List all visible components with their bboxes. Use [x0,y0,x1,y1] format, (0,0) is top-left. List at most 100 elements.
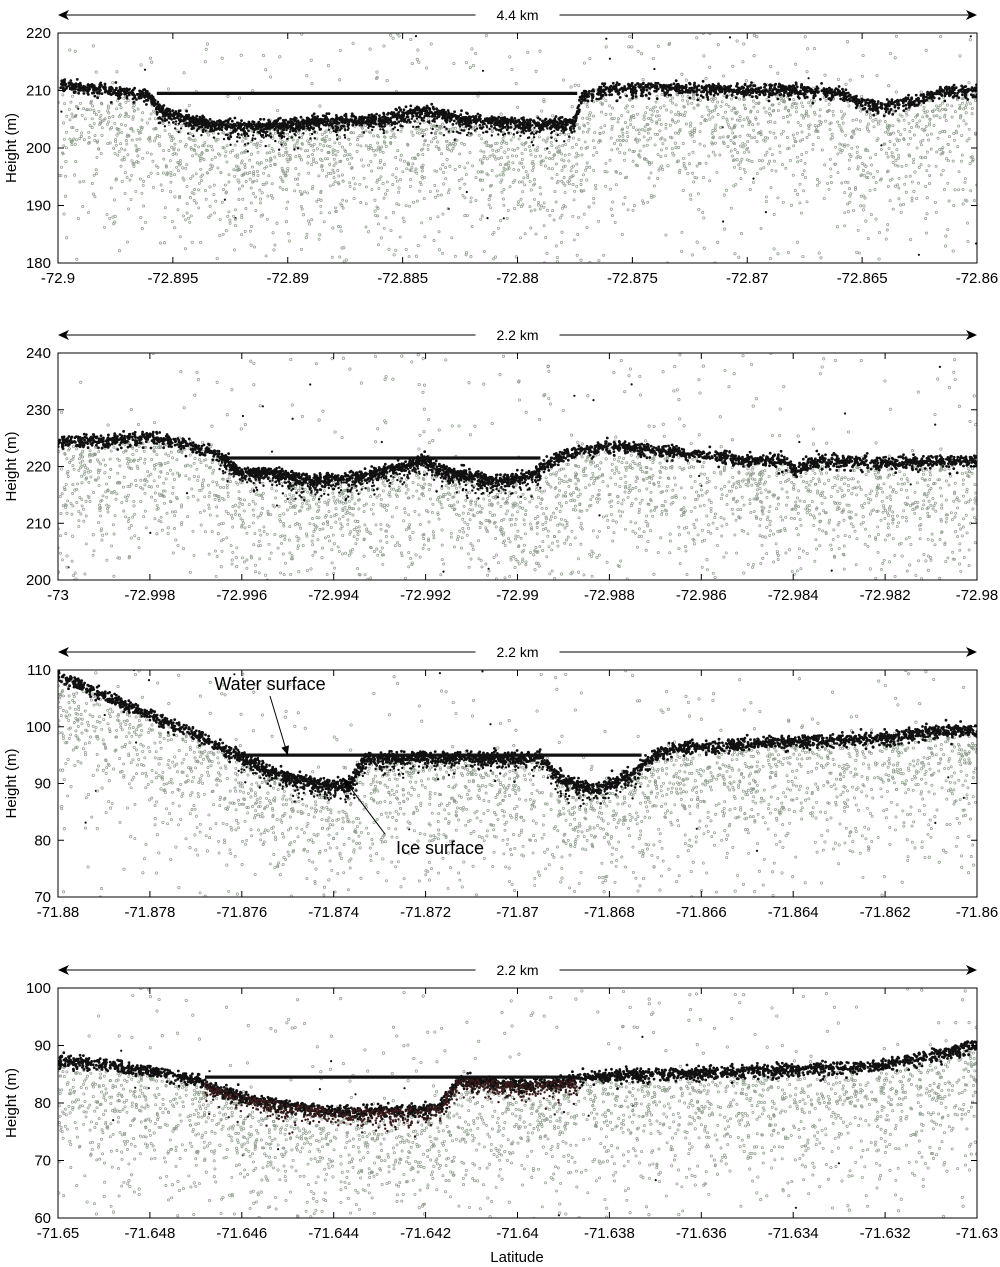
subsurface-point [286,200,290,204]
surface-point [479,120,483,124]
subsurface-point [159,241,162,245]
subsurface-point [840,116,844,120]
subsurface-point [883,120,887,123]
subsurface-point [327,150,331,154]
subsurface-point [729,206,733,210]
surface-point [459,113,463,117]
subsurface-point [474,124,478,128]
subsurface-point [819,122,823,126]
noise-point [846,210,850,214]
noise-point [205,42,209,46]
surface-point [767,99,771,103]
noise-point [836,77,840,81]
subsurface-point [803,161,807,165]
subsurface-point [439,126,443,130]
noise-point [944,234,948,238]
subsurface-point [577,215,580,219]
subsurface-point [325,174,329,178]
subsurface-point [256,150,260,154]
subsurface-point [735,110,739,114]
surface-point [430,115,434,118]
noise-point [680,72,684,76]
noise-point [692,139,696,144]
surface-point [717,82,720,86]
subsurface-point [911,161,915,165]
subsurface-point [110,126,114,130]
noise-point [742,42,746,46]
subsurface-point [628,98,632,102]
subsurface-point [908,130,912,133]
surface-point [770,92,774,96]
subsurface-point [122,158,126,162]
subsurface-point [181,214,185,218]
noise-point [499,112,503,116]
subsurface-point [331,148,335,152]
noise-point [148,56,153,60]
subsurface-point [582,212,586,216]
noise-point [287,239,291,243]
surface-point [118,88,121,92]
noise-point [65,236,69,240]
subsurface-point [444,166,448,170]
subsurface-point [958,107,962,111]
subsurface-point [726,145,730,148]
subsurface-point [967,127,971,131]
surface-point [902,104,905,108]
subsurface-point [778,144,781,148]
noise-point [861,53,865,58]
subsurface-point [879,147,883,151]
subsurface-point [373,153,377,157]
subsurface-point [919,140,923,144]
subsurface-point [579,189,583,193]
surface-point [922,93,925,96]
subsurface-point [80,113,84,117]
subsurface-point [394,175,398,179]
subsurface-point [192,199,196,202]
noise-point [764,211,768,214]
subsurface-point [581,116,585,120]
subsurface-point [198,181,201,185]
noise-point [187,103,191,107]
surface-point [478,114,482,118]
subsurface-point [911,119,915,122]
subsurface-point [202,143,206,147]
subsurface-point [676,110,680,114]
subsurface-point [737,163,741,167]
noise-point [465,190,468,194]
subsurface-point [500,190,504,194]
subsurface-point [650,161,654,165]
subsurface-point [958,103,962,107]
noise-point [574,169,578,174]
surface-point [972,94,975,97]
surface-point [406,115,410,119]
subsurface-point [520,157,524,161]
subsurface-point [713,141,717,145]
subsurface-point [574,155,578,159]
subsurface-point [884,237,888,241]
subsurface-point [368,144,372,147]
subsurface-point [516,146,520,150]
subsurface-point [441,122,444,126]
subsurface-point [919,155,923,159]
subsurface-point [83,117,87,121]
subsurface-point [168,159,172,163]
subsurface-point [752,128,756,132]
surface-point [699,94,703,97]
subsurface-point [151,185,155,189]
subsurface-point [303,190,307,194]
subsurface-point [437,230,441,234]
subsurface-point [502,140,506,144]
subsurface-point [923,128,927,132]
surface-point [964,85,968,88]
subsurface-point [750,160,754,164]
surface-point [151,102,154,106]
subsurface-point [844,180,847,184]
surface-point [951,88,954,92]
subsurface-point [924,184,928,188]
subsurface-point [888,199,892,203]
subsurface-point [506,167,510,171]
subsurface-point [746,118,750,122]
subsurface-point [106,109,110,113]
subsurface-point [111,115,115,118]
subsurface-point [971,159,974,163]
